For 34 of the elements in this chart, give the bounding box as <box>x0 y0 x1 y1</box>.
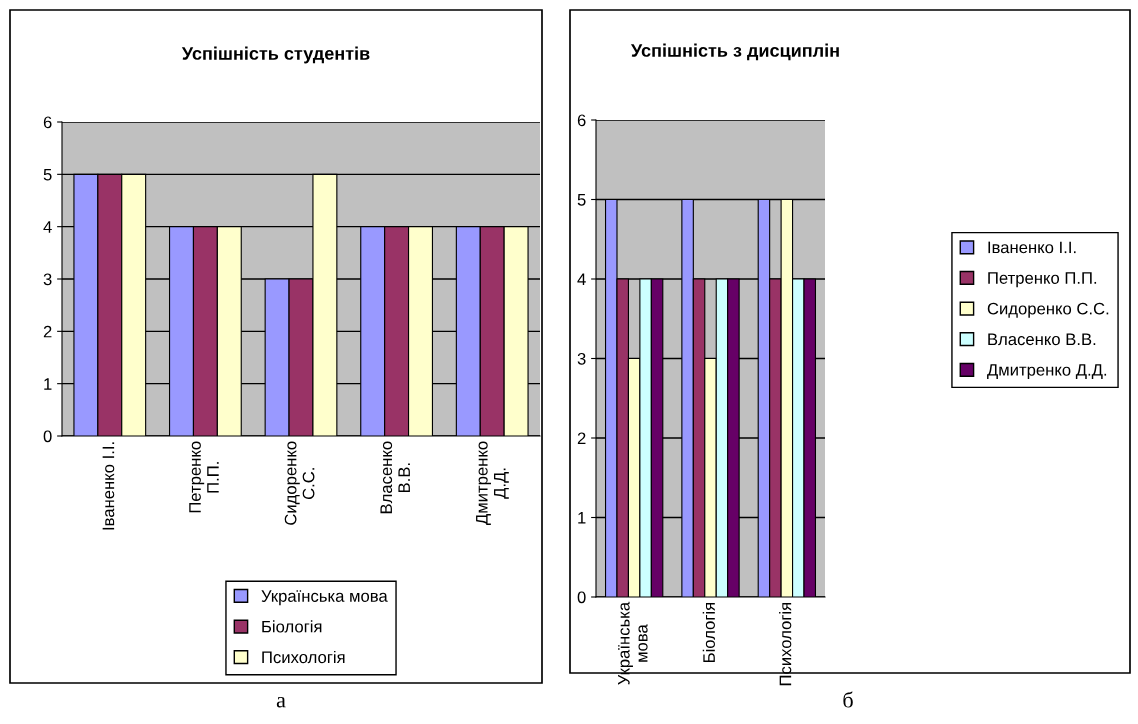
x-tick-label: Дмитренко Д.Д. <box>476 441 509 525</box>
y-tick-label: 0 <box>577 591 586 604</box>
x-tick-label: Сидоренко С.С. <box>284 441 315 525</box>
legend-label: Сидоренко С.С. <box>987 302 1109 318</box>
y-tick-label: 4 <box>43 221 52 233</box>
x-tick-label: Біологія <box>702 603 715 663</box>
text: б <box>843 691 853 708</box>
x-tick-label: Українська мова <box>618 601 648 685</box>
y-tick-label: 3 <box>43 273 52 286</box>
y-tick-label: 3 <box>577 352 586 365</box>
y-tick-label: 1 <box>578 512 586 524</box>
y-tick-label: 1 <box>44 378 52 390</box>
x-tick-label: Психологія <box>779 603 792 686</box>
text: а <box>276 696 286 708</box>
chart-title: Успішність студентів <box>181 46 370 64</box>
y-tick-label: 2 <box>577 432 586 445</box>
legend-label: Дмитренко Д.Д. <box>987 364 1107 380</box>
y-tick-label: 5 <box>577 194 586 206</box>
legend-label: Біологія <box>262 620 322 633</box>
x-tick-label: Іваненко І.І. <box>102 442 115 530</box>
y-tick-label: 6 <box>577 114 586 127</box>
x-tick-label: Петренко П.П. <box>189 441 219 513</box>
x-tick-label: Власенко В.В. <box>380 441 410 514</box>
y-tick-label: 2 <box>43 325 52 338</box>
y-tick-label: 5 <box>43 168 52 181</box>
y-tick-label: 6 <box>43 116 52 129</box>
legend-label: Психологія <box>262 650 345 664</box>
legend-label: Іваненко І.І. <box>988 241 1076 254</box>
chart-title: Успішність з дисциплін <box>630 43 839 61</box>
legend-label: Власенко В.В. <box>988 333 1096 346</box>
y-tick-label: 4 <box>577 273 586 286</box>
legend-label: Українська мова <box>261 590 388 606</box>
legend-label: Петренко П.П. <box>988 272 1097 288</box>
y-tick-label: 0 <box>43 430 52 443</box>
